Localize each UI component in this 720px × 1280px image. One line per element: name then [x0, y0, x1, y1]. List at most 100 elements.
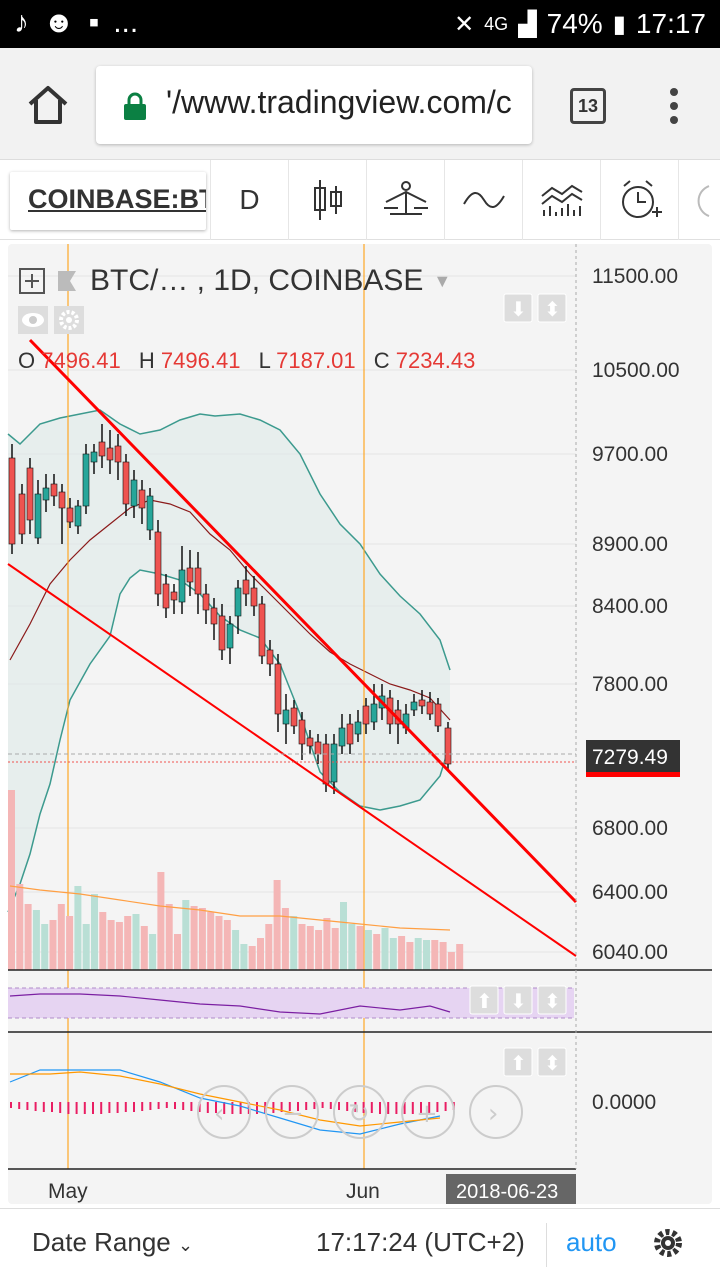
macd-bar [59, 1102, 62, 1113]
resize-icon[interactable]: ⬍ [544, 299, 561, 321]
pane-controls[interactable] [469, 293, 567, 1077]
volume-bar [82, 924, 90, 970]
date-range-button[interactable]: Date Range ⌄ [32, 1227, 193, 1258]
symbol-search-button[interactable]: COINBASE:BTCUSD [10, 172, 206, 230]
volume-bar [232, 930, 240, 970]
macd-bar [215, 1102, 217, 1113]
macd-bar [272, 1102, 275, 1113]
resize-icon[interactable]: ⬍ [544, 1053, 561, 1075]
indicators-button[interactable] [444, 160, 522, 240]
trendline-upper[interactable] [28, 338, 578, 904]
volume-bar [389, 938, 397, 970]
candle-body [250, 587, 258, 607]
move-down-icon[interactable]: ⬇ [510, 991, 527, 1013]
alert-button[interactable] [600, 160, 678, 240]
volume-bar [298, 924, 306, 970]
candle-body [194, 567, 202, 595]
macd-bar [108, 1102, 111, 1113]
chart-nav-overlay[interactable] [197, 1085, 523, 1139]
candle-body [66, 507, 74, 523]
auto-scale-button[interactable]: auto [566, 1227, 617, 1257]
compare-icon [383, 181, 428, 215]
macd-bar [395, 1102, 398, 1114]
candle-body [82, 453, 90, 507]
macd-bar [231, 1102, 234, 1114]
volume-bar [439, 942, 447, 970]
macd-bar [42, 1102, 45, 1112]
macd-bar [75, 1102, 78, 1114]
mute-icon: ✕ [454, 10, 475, 38]
ohlc-close: 7234.43 [395, 348, 476, 373]
price-chart[interactable]: 11500.00 10500.00 9700.00 8900.00 8400.0… [0, 244, 720, 1204]
volume-bar [331, 928, 339, 970]
more-tools-button[interactable] [678, 160, 720, 240]
compare-button[interactable] [366, 160, 444, 240]
expand-icon[interactable] [18, 267, 46, 295]
move-up-icon[interactable]: ⬆ [476, 991, 493, 1013]
macd-bar [387, 1102, 390, 1114]
candle-body [234, 587, 242, 617]
move-up-icon[interactable]: ⬆ [510, 1053, 527, 1075]
battery-icon: ▮ [612, 10, 626, 38]
gear-icon[interactable] [54, 306, 84, 334]
ohlc-close-label: C [373, 348, 390, 373]
volume-bar [66, 916, 74, 970]
candle-body [170, 591, 178, 601]
reset-icon[interactable]: ↻ [348, 1099, 370, 1129]
volume-bar [364, 930, 372, 970]
financials-button[interactable] [522, 160, 600, 240]
candle-body [322, 743, 330, 785]
macd-bar [305, 1102, 308, 1110]
candle-body [362, 705, 370, 725]
volume-bar [165, 904, 173, 970]
move-down-icon[interactable]: ⬇ [510, 299, 527, 321]
volume-bar [381, 928, 389, 970]
chart-bars-icon [540, 184, 583, 216]
url-bar[interactable]: '/www.tradingview.com/c [96, 66, 532, 144]
chevron-down-icon[interactable]: ▼ [433, 270, 452, 291]
macd-bar [124, 1102, 127, 1112]
volume-bar [290, 916, 298, 970]
candle-body [258, 603, 266, 657]
candle-body [226, 623, 234, 649]
zoom-out-icon[interactable]: − [282, 1099, 304, 1129]
home-icon[interactable] [24, 80, 72, 128]
current-time[interactable]: 17:17:24 (UTC+2) [316, 1227, 525, 1257]
volume-bar [24, 904, 32, 970]
scroll-right-icon[interactable]: › [488, 1099, 498, 1129]
macd-bar [67, 1102, 70, 1114]
candle-body [314, 741, 322, 755]
candle-body [354, 721, 362, 735]
volume-bar [406, 942, 414, 970]
scroll-left-icon[interactable]: ‹ [214, 1099, 224, 1129]
candle-body [178, 569, 186, 603]
candle-body [426, 701, 434, 715]
macd-bar [165, 1102, 168, 1108]
candle-body [282, 709, 290, 725]
volume-bar [323, 918, 331, 970]
divider [546, 1223, 547, 1267]
macd-bar [403, 1102, 406, 1114]
zoom-in-icon[interactable]: + [416, 1099, 438, 1129]
candle-body [186, 567, 194, 583]
overflow-menu-icon[interactable] [664, 86, 684, 126]
eye-icon[interactable] [18, 306, 48, 334]
interval-button[interactable]: D [210, 160, 288, 240]
candle-body [122, 461, 130, 505]
settings-gear-icon[interactable] [650, 1225, 686, 1261]
flag-icon[interactable] [56, 267, 80, 295]
moving-average [9, 499, 451, 721]
resize-icon[interactable]: ⬍ [544, 991, 561, 1013]
candles [8, 424, 452, 794]
macd-bar [288, 1102, 291, 1111]
symbol-title[interactable]: BTC/… , 1D, COINBASE [90, 264, 424, 297]
tab-switcher-button[interactable]: 13 [570, 88, 606, 124]
macd-bar [141, 1102, 144, 1111]
signal-icon: ▟ [518, 10, 537, 38]
chart-style-button[interactable] [288, 160, 366, 240]
volume-bar [8, 790, 15, 970]
volume-bar [198, 908, 206, 970]
candle-body [18, 493, 26, 535]
trendline-lower[interactable] [7, 563, 577, 957]
volume-bar [157, 872, 165, 970]
